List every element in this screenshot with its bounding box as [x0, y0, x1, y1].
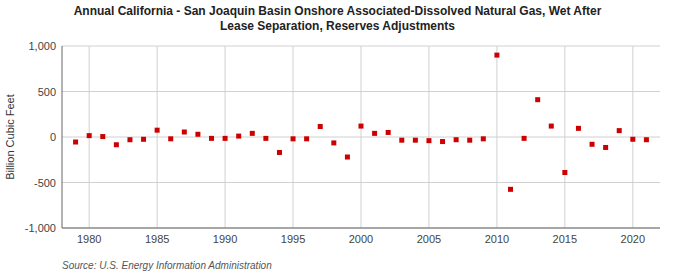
x-tick-label: 2005 [417, 233, 441, 245]
point [522, 136, 527, 141]
y-tick-label: 500 [38, 86, 56, 98]
point [562, 170, 567, 175]
point [100, 134, 105, 139]
point [617, 128, 622, 133]
y-axis-line [62, 46, 63, 228]
x-grid-line [361, 46, 362, 228]
point [535, 97, 540, 102]
point [318, 124, 323, 129]
x-grid-line [564, 46, 565, 228]
point [195, 132, 200, 137]
point [223, 136, 228, 141]
x-axis-line [62, 228, 660, 229]
point [440, 139, 445, 144]
x-tick-label: 1985 [145, 233, 169, 245]
point [359, 124, 364, 129]
point [277, 150, 282, 155]
point [250, 131, 255, 136]
y-tick-label: 0 [50, 131, 56, 143]
point [73, 140, 78, 145]
title: Annual California - San Joaquin Basin On… [74, 4, 602, 33]
x-tick-label: 2020 [621, 233, 645, 245]
point [508, 187, 513, 192]
x-tick-label: 1990 [213, 233, 237, 245]
point [386, 130, 391, 135]
point [304, 136, 309, 141]
point [413, 138, 418, 143]
point [331, 140, 336, 145]
point [481, 136, 486, 141]
point [182, 129, 187, 134]
chart: Annual California - San Joaquin Basin On… [0, 0, 675, 275]
y-tick-label: -500 [34, 177, 56, 189]
point [603, 145, 608, 150]
source-note: Source: U.S. Energy Information Administ… [62, 260, 272, 271]
point [454, 137, 459, 142]
x-tick-label: 2000 [349, 233, 373, 245]
point [644, 137, 649, 142]
point [399, 138, 404, 143]
point [236, 134, 241, 139]
point [168, 136, 173, 141]
y-tick-label: 1,000 [28, 40, 56, 52]
point [127, 137, 132, 142]
y-grid-line [62, 228, 660, 229]
point [87, 133, 92, 138]
point [209, 136, 214, 141]
x-tick-label: 1995 [281, 233, 305, 245]
point [576, 126, 581, 131]
point [467, 138, 472, 143]
point [155, 128, 160, 133]
x-tick-label: 1980 [77, 233, 101, 245]
x-tick-label: 2010 [485, 233, 509, 245]
points [73, 53, 649, 192]
point [345, 155, 350, 160]
x-grid-line [428, 46, 429, 228]
point [590, 142, 595, 147]
point [630, 137, 635, 142]
y-tick-label: -1,000 [25, 222, 56, 234]
point [494, 53, 499, 58]
grid [62, 46, 660, 228]
point [426, 138, 431, 143]
point [263, 136, 268, 141]
point [291, 136, 296, 141]
point [549, 124, 554, 129]
x-grid-line [157, 46, 158, 228]
axes: -1,000 -500 0 500 1,000 1980 1985 1990 1995 2000 2… [25, 40, 660, 245]
y-axis-label: Billion Cubic Feet [4, 94, 16, 180]
x-tick-label: 2015 [553, 233, 577, 245]
point [114, 142, 119, 147]
x-grid-line [496, 46, 497, 228]
point [372, 131, 377, 136]
point [141, 137, 146, 142]
